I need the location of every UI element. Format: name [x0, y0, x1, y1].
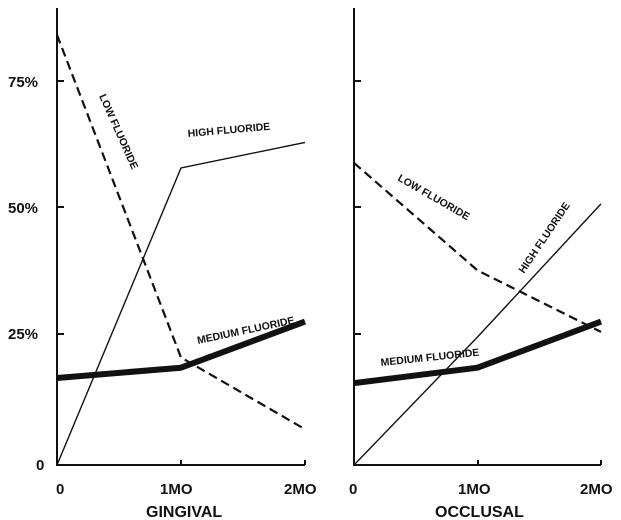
gingival-high-fluoride-label: HIGH FLUORIDE: [187, 121, 271, 140]
occlusal-panel-title: OCCLUSAL: [435, 504, 524, 520]
gingival-x-tick-0: 0: [56, 481, 64, 498]
y-tick-0: 0: [36, 457, 44, 474]
gingival-panel-title: GINGIVAL: [146, 504, 222, 520]
gingival-medium-fluoride-line: [56, 318, 307, 381]
gingival-high-fluoride-line: [56, 141, 306, 466]
occlusal-medium-fluoride-line: [353, 318, 603, 387]
y-tick-50: 50%: [8, 200, 38, 217]
occlusal-x-tick-1mo: 1MO: [458, 481, 491, 498]
occlusal-low-fluoride-label: LOW FLUORIDE: [396, 172, 472, 223]
occlusal-x-tick-0: 0: [349, 481, 357, 498]
gingival-low-fluoride-label: LOW FLUORIDE: [96, 92, 140, 171]
gingival-low-fluoride-line: [55, 34, 306, 431]
occlusal-low-fluoride-line: [353, 162, 602, 333]
gingival-x-tick-2mo: 2MO: [284, 481, 317, 498]
occlusal-medium-fluoride-label: MEDIUM FLUORIDE: [380, 347, 480, 369]
y-tick-25: 25%: [8, 326, 38, 343]
y-tick-75: 75%: [8, 74, 38, 91]
occlusal-high-fluoride-line: [353, 203, 602, 466]
occlusal-x-tick-2mo: 2MO: [580, 481, 613, 498]
gingival-x-tick-1mo: 1MO: [160, 481, 193, 498]
